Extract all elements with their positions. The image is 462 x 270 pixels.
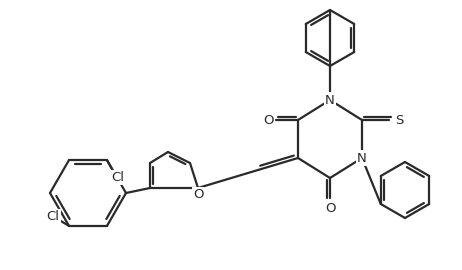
Text: S: S	[395, 113, 403, 127]
Text: O: O	[193, 188, 203, 201]
Text: O: O	[325, 202, 335, 215]
Text: Cl: Cl	[47, 210, 60, 223]
Text: N: N	[357, 151, 367, 164]
Text: O: O	[263, 113, 273, 127]
Text: N: N	[325, 93, 335, 106]
Text: Cl: Cl	[111, 171, 124, 184]
